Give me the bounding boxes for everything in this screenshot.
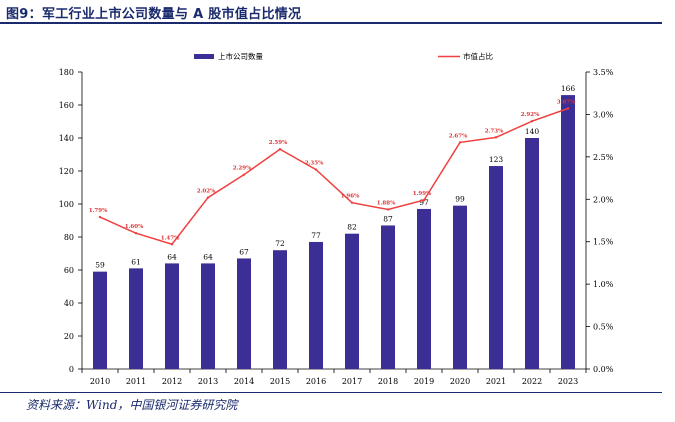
share-value-label: 2.02% (197, 189, 216, 195)
share-point (494, 136, 498, 139)
bar-value-label: 61 (131, 257, 141, 266)
share-value-label: 2.59% (269, 140, 288, 146)
left-tick-label: 100 (59, 200, 74, 209)
x-tick-label: 2023 (558, 377, 578, 385)
share-point (386, 208, 390, 211)
share-point (278, 148, 282, 151)
right-tick-label: 1.0% (593, 280, 614, 289)
x-tick-label: 2016 (306, 377, 326, 385)
share-point (314, 168, 318, 171)
left-tick-label: 60 (64, 266, 74, 275)
x-tick-label: 2011 (126, 377, 146, 385)
share-point (422, 198, 426, 202)
x-tick-label: 2015 (270, 377, 290, 385)
share-value-label: 1.88% (377, 200, 396, 206)
right-tick-label: 2.0% (593, 195, 614, 204)
bar-value-label: 67 (239, 247, 249, 256)
bar (237, 258, 251, 369)
left-tick-label: 40 (64, 299, 74, 308)
right-tick-label: 0.5% (593, 323, 614, 332)
share-point (206, 196, 210, 199)
bar (417, 208, 431, 369)
share-point (350, 201, 354, 204)
bar (93, 271, 107, 369)
share-point (530, 120, 534, 123)
share-point (134, 232, 138, 235)
x-tick-label: 2017 (342, 377, 362, 385)
left-tick-label: 140 (59, 134, 74, 143)
bar (165, 263, 179, 369)
x-tick-label: 2010 (90, 377, 110, 385)
x-tick-label: 2022 (522, 377, 542, 385)
right-tick-label: 2.5% (593, 153, 614, 162)
bar-line-chart: 0 20 40 60 80 100 120 140 160 180 0.0% 0.5% 1.0% 1.5%… (59, 51, 614, 385)
x-tick-label: 2013 (198, 377, 218, 385)
bar (381, 225, 395, 369)
bar (345, 233, 359, 369)
x-tick-label: 2021 (486, 377, 506, 385)
share-value-label: 1.99% (413, 191, 432, 197)
share-value-label: 1.60% (125, 224, 144, 230)
bar-value-label: 97 (419, 198, 429, 207)
left-tick-label: 120 (59, 167, 74, 176)
x-tick-label: 2014 (234, 377, 254, 385)
share-value-label: 1.79% (89, 208, 108, 214)
share-value-label: 2.73% (485, 128, 504, 134)
share-point (98, 215, 102, 219)
x-tick-label: 2018 (378, 377, 398, 385)
bar-value-label: 82 (347, 223, 357, 232)
share-value-label: 1.96% (341, 194, 360, 200)
bar-value-label: 64 (203, 252, 213, 261)
bar (489, 166, 503, 369)
right-tick-label: 3.5% (593, 68, 614, 77)
bar (309, 241, 323, 369)
bar-value-label: 99 (455, 195, 465, 204)
left-tick-label: 80 (64, 233, 74, 242)
share-value-label: 2.29% (233, 166, 252, 172)
left-tick-label: 0 (69, 365, 74, 374)
left-tick-label: 160 (59, 101, 74, 110)
legend-swatch-bars (194, 54, 214, 59)
bar-value-label: 72 (275, 239, 285, 248)
left-tick-label: 180 (59, 68, 74, 77)
right-tick-label: 1.5% (593, 238, 614, 247)
share-point (566, 107, 570, 110)
legend-label-bars: 上市公司数量 (218, 51, 263, 61)
right-tick-label: 3.0% (593, 110, 614, 119)
bar-value-label: 59 (95, 261, 105, 270)
bar-value-label: 77 (311, 231, 321, 240)
source-rule (0, 392, 662, 393)
share-point (170, 243, 174, 246)
bar (453, 205, 467, 369)
bar (273, 250, 287, 369)
bar-value-label: 87 (383, 214, 393, 223)
right-tick-label: 0.0% (593, 365, 614, 374)
x-tick-label: 2020 (450, 377, 470, 385)
bar-value-label: 140 (525, 127, 540, 136)
title-rule (0, 22, 662, 24)
share-value-label: 2.92% (521, 112, 540, 118)
share-value-label: 3.07% (557, 99, 576, 105)
left-tick-label: 20 (64, 332, 74, 341)
bar-value-label: 123 (489, 155, 504, 164)
bar (561, 95, 575, 369)
bar (129, 268, 143, 369)
bar-value-label: 166 (561, 84, 576, 93)
legend-label-line: 市值占比 (463, 51, 493, 61)
share-value-label: 2.67% (449, 133, 468, 139)
x-tick-label: 2019 (414, 377, 434, 385)
share-point (458, 141, 462, 144)
share-value-label: 2.35% (305, 161, 324, 167)
x-tick-label: 2012 (162, 377, 182, 385)
source-note: 资料来源：Wind，中国银河证券研究院 (26, 398, 238, 412)
bar (201, 263, 215, 369)
bar (525, 138, 539, 369)
share-value-label: 1.47% (161, 235, 180, 241)
figure-title: 图9：军工行业上市公司数量与 A 股市值占比情况 (6, 7, 302, 22)
bar-value-label: 64 (167, 252, 177, 261)
share-line (99, 107, 569, 246)
share-point (242, 173, 246, 176)
